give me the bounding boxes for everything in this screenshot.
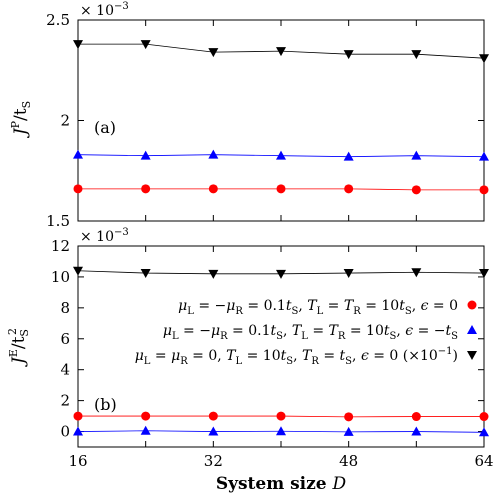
panel-a-series-0-point — [208, 184, 218, 194]
panel-b-series-1-point — [276, 426, 286, 436]
panel-b-y-ticks: 0 2 4 6 8 10 12 — [51, 237, 484, 441]
panel-a-series-2-point — [73, 40, 83, 50]
panel-b-series-2-point — [140, 269, 151, 279]
panel-a-series-0-point — [276, 184, 286, 194]
panel-b-y-tick-label: 2 — [60, 392, 70, 410]
panel-a-y-tick-label: 1.5 — [46, 212, 70, 230]
panel-b-series-1-point — [73, 426, 83, 436]
panel-a-y-tick-label: 2.5 — [46, 11, 70, 29]
panel-b-series-0-point — [411, 412, 421, 422]
panel-a-scale-factor: × 10−3 — [80, 1, 129, 19]
panel-b-x-tick-label: 48 — [339, 452, 358, 470]
panel-b-series-2-point — [479, 269, 489, 279]
panel-b-x-tick-label: 32 — [204, 452, 223, 470]
panel-a-y-ticks: 1.5 2 2.5 — [46, 11, 484, 230]
panel-a-series-1-point — [343, 151, 354, 161]
panel-a-series-2-point — [343, 50, 354, 60]
panel-a-series-2-point — [411, 50, 422, 60]
panel-b-series-1-point — [411, 426, 422, 436]
panel-b-series-1-point — [140, 425, 151, 435]
panel-b-y-tick-label: 8 — [60, 299, 70, 317]
panel-b-series-0-point — [344, 412, 354, 422]
panel-b-x-tick-label: 16 — [68, 452, 87, 470]
panel-b-label: (b) — [94, 395, 117, 414]
panel-a-series-0-point — [411, 185, 421, 195]
x-axis-label: System size D — [216, 474, 347, 494]
panel-a-series-2-point — [140, 40, 151, 50]
panel-b-series — [73, 266, 489, 437]
panel-a-series-2-point — [208, 48, 219, 58]
panel-a-series-0-point — [141, 184, 151, 194]
panel-a-series-2-point — [276, 47, 286, 57]
panel-b-series-0-point — [208, 411, 218, 421]
panel-b-y-tick-label: 10 — [51, 268, 70, 286]
panel-a-series-1-point — [411, 150, 422, 160]
panel-a-series-0-point — [479, 185, 489, 195]
panel-b-y-tick-label: 6 — [60, 330, 70, 348]
panel-a-series-1-point — [276, 150, 286, 160]
panel-a-series-0-point — [73, 184, 83, 194]
legend-entry-2-text: μL = μR = 0, TL = 10tS, TR = tS, ϵ = 0 (… — [135, 346, 458, 367]
panel-a-label: (a) — [94, 118, 116, 137]
legend-entry-0-text: μL = −μR = 0.1tS, TL = TR = 10tS, ϵ = 0 — [178, 298, 458, 317]
panel-a-y-axis-label: JP/tS — [9, 101, 33, 138]
legend-entry-1-marker — [467, 325, 477, 334]
panel-b-series-2-point — [343, 269, 354, 279]
panel-b-y-tick-label: 12 — [51, 237, 70, 255]
panel-b-y-tick-label: 4 — [60, 361, 70, 379]
panel-b-series-1-point — [208, 426, 219, 436]
panel-b-series-0-point — [141, 411, 151, 421]
panel-b-x-ticks: 16 32 48 64 — [68, 246, 494, 470]
panel-b: 0 2 4 6 8 10 12 16 32 48 64 (b) × 10−3 JE/tS2 μL … — [6, 227, 494, 494]
legend: μL = −μR = 0.1tS, TL = TR = 10tS, ϵ = 0 μ… — [135, 298, 477, 367]
panel-b-series-0-point — [479, 412, 489, 422]
panel-a-series-1-point — [208, 149, 219, 159]
panel-a-series-2-point — [479, 54, 489, 64]
panel-b-series-0-point — [73, 411, 83, 421]
legend-entry-2-marker — [467, 351, 477, 360]
legend-entry-0-marker — [467, 300, 477, 310]
panel-a-series-1-point — [73, 149, 83, 159]
legend-entry-1-text: μL = −μR = 0.1tS, TL = TR = 10tS, ϵ = −t… — [163, 323, 458, 342]
panel-b-series-0-point — [276, 411, 286, 421]
panel-b-y-tick-label: 0 — [60, 423, 70, 441]
panel-a-y-tick-label: 2 — [60, 112, 70, 130]
panel-b-series-2-point — [411, 268, 422, 278]
panel-b-scale-factor: × 10−3 — [80, 227, 129, 245]
panel-a-series-1-point — [479, 151, 489, 161]
panel-b-y-axis-label: JE/tS2 — [6, 328, 31, 367]
panel-b-series-2-point — [208, 269, 219, 279]
panel-b-series-2-point — [73, 266, 83, 276]
panel-a-series-0-point — [344, 184, 354, 194]
panel-b-series-1-point — [343, 426, 354, 436]
panel-b-x-tick-label: 64 — [474, 452, 493, 470]
panel-b-series-1-point — [479, 427, 489, 437]
panel-a-series — [73, 20, 489, 221]
panel-a: 1.5 2 2.5 (a) × 10−3 JP/tS — [9, 1, 489, 230]
panel-b-series-2-point — [276, 269, 286, 279]
panel-a-series-1-point — [140, 150, 151, 160]
